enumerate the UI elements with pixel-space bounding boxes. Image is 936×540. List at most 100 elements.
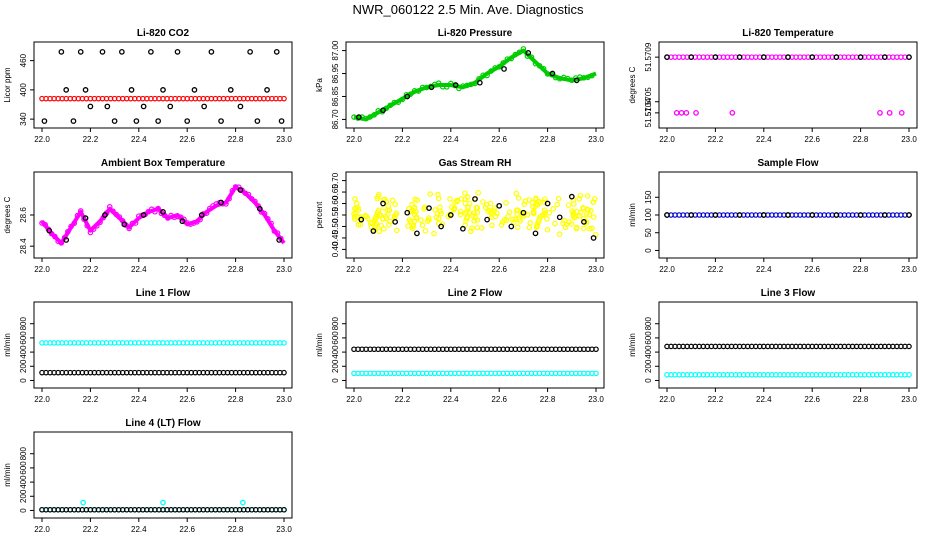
x-tick-label: 22.0 [346, 135, 362, 144]
plot-frame [345, 301, 605, 389]
data-point [906, 371, 912, 378]
data-point [376, 228, 383, 235]
plot-frame [658, 301, 918, 389]
chart-sample-flow: Sample Flow ml/min 22.0 22.2 22.4 22.6 22.8 23.… [628, 158, 918, 274]
y-tick-label: 400 [19, 345, 28, 359]
data-point [380, 107, 386, 114]
data-point [527, 220, 533, 226]
chart-li820-co2: Li-820 CO2 Licor ppm 22.0 22.2 22.4 22.6 22.8 2… [3, 28, 293, 144]
chart-title: Li-820 Temperature [742, 28, 834, 39]
data-point [531, 208, 537, 215]
data-point [265, 216, 271, 222]
series-line1-cyan [39, 340, 287, 346]
y-tick-label: 0.50 [331, 218, 340, 234]
x-tick-label: 22.6 [491, 265, 507, 274]
data-point [87, 229, 94, 236]
data-point [520, 209, 527, 216]
x-tick-label: 22.0 [34, 135, 50, 144]
data-point [712, 212, 719, 218]
data-point [206, 205, 213, 212]
data-point [405, 223, 411, 229]
data-point [482, 204, 489, 211]
data-point [833, 54, 840, 60]
data-point [374, 212, 380, 218]
data-point [541, 211, 547, 217]
series-line2-black [351, 346, 599, 353]
data-point [593, 370, 599, 377]
y-tick-label: 87.00 [331, 40, 340, 61]
data-point [448, 204, 455, 210]
x-tick-label: 22.6 [491, 135, 507, 144]
x-tick-label: 22.0 [346, 395, 362, 404]
data-point [537, 213, 544, 220]
chart-line-4-lt-flow: Line 4 (LT) Flow ml/min 22.0 22.2 22.4 22.6 22… [3, 418, 293, 534]
data-point [68, 223, 74, 230]
data-point [809, 54, 816, 60]
data-point [358, 216, 365, 223]
data-point [529, 199, 536, 206]
x-tick-label: 22.0 [659, 135, 675, 144]
data-point [443, 84, 450, 90]
data-point [65, 228, 71, 235]
data-point [483, 201, 490, 208]
data-point [128, 87, 135, 93]
data-point [197, 216, 203, 223]
x-tick-label: 22.2 [708, 135, 724, 144]
data-point [418, 217, 424, 223]
x-tick-label: 22.8 [540, 265, 556, 274]
data-point [432, 207, 439, 213]
chart-line-1-flow: Line 1 Flow ml/min 22.0 22.2 22.4 22.6 22.8 23.… [3, 288, 293, 404]
data-point [264, 87, 270, 93]
data-point [392, 212, 399, 218]
chart-line-3-flow: Line 3 Flow ml/min 22.0 22.2 22.4 22.6 22.8 23.… [628, 288, 918, 404]
data-point [877, 110, 883, 116]
x-tick-label: 22.4 [443, 395, 459, 404]
data-point [476, 79, 483, 86]
data-point [407, 218, 414, 225]
data-point [229, 187, 236, 194]
data-point [435, 80, 442, 87]
data-point [536, 62, 543, 69]
x-tick-label: 22.2 [395, 265, 411, 274]
data-point [218, 118, 224, 124]
data-point [580, 215, 587, 222]
data-point [491, 208, 497, 214]
data-point [281, 506, 287, 513]
y-tick-label: 800 [19, 317, 28, 331]
data-point [554, 201, 561, 208]
chart-title: Sample Flow [757, 158, 818, 169]
x-tick-label: 22.2 [708, 265, 724, 274]
y-tick-label: 0 [644, 378, 653, 383]
data-point [729, 110, 736, 116]
data-point [532, 60, 539, 67]
y-tick-label: 51.5709 [644, 42, 653, 71]
data-point [226, 195, 232, 202]
data-point [471, 210, 478, 216]
y-tick-label: 460 [19, 53, 28, 67]
data-point [544, 200, 551, 207]
x-tick-label: 22.6 [804, 265, 820, 274]
data-point [555, 195, 562, 202]
y-tick-label: 400 [19, 475, 28, 489]
x-tick-label: 22.0 [34, 395, 50, 404]
x-tick-label: 23.0 [276, 265, 292, 274]
data-point [589, 72, 595, 79]
data-point [52, 233, 58, 240]
y-tick-label: 200 [19, 359, 28, 373]
x-tick-label: 22.8 [228, 265, 244, 274]
y-tick-label: 86.85 [331, 86, 340, 107]
data-point [785, 212, 791, 218]
x-tick-label: 22.4 [443, 135, 459, 144]
y-tick-label: 28.4 [19, 238, 28, 254]
data-point [129, 220, 136, 227]
data-point [438, 210, 444, 217]
data-point [516, 49, 523, 56]
data-point [541, 207, 548, 214]
y-tick-label: 0 [331, 378, 340, 383]
data-point [256, 205, 263, 212]
plot-frame [658, 41, 918, 129]
y-tick-label: 0 [19, 508, 28, 513]
data-point [427, 191, 433, 197]
data-point [160, 87, 166, 93]
data-point [512, 216, 518, 222]
